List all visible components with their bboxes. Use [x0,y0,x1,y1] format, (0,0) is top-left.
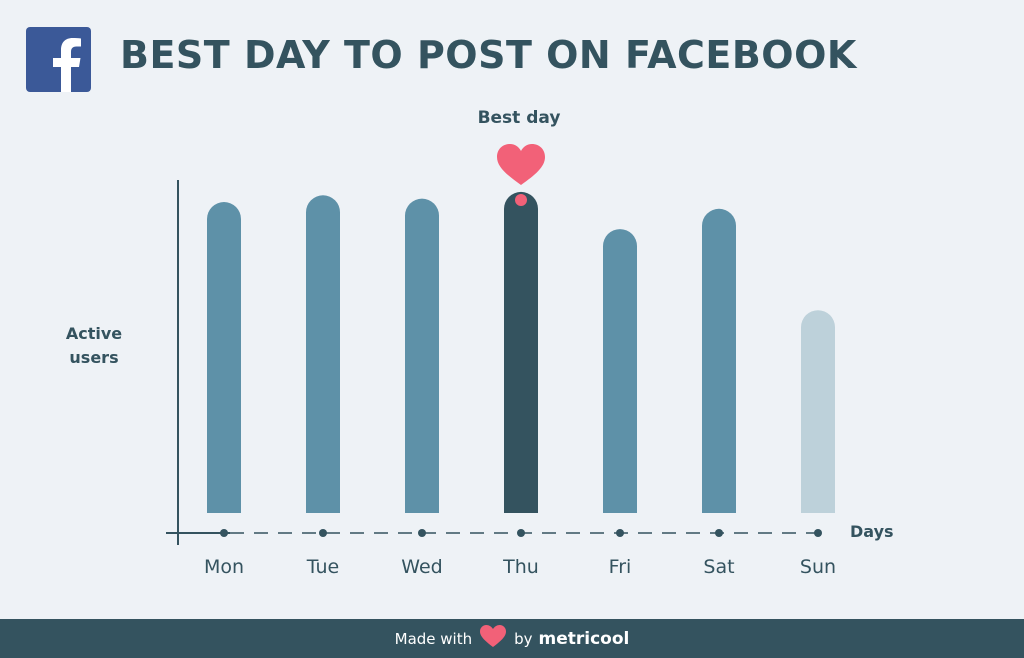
footer-made-with: Made with [394,629,473,648]
tick-dot-wed [418,529,426,537]
bar-mon [207,202,241,514]
heart-icon [480,625,507,652]
heart-dot [515,194,527,206]
tick-label-mon: Mon [204,556,244,578]
x-axis-label: Days [850,522,894,541]
tick-label-wed: Wed [401,556,442,578]
footer-by: by [514,629,533,648]
tick-label-fri: Fri [609,556,632,578]
tick-dot-fri [616,529,624,537]
bar-sun [801,310,835,513]
footer-bar: Made with by metricool [0,619,1024,658]
page-title: BEST DAY TO POST ON FACEBOOK [120,33,857,77]
tick-label-tue: Tue [306,556,339,578]
facebook-logo-icon [26,27,91,92]
bar-chart: Mon Tue Wed Thu Fri Sat Sun [166,144,836,578]
bar-sat [702,208,736,514]
tick-dot-mon [220,529,228,537]
tick-label-thu: Thu [502,556,539,578]
y-axis-label: Active users [65,324,123,367]
heart-icon [497,144,545,185]
tick-dot-thu [517,529,525,537]
bar-tue [306,195,340,513]
tick-label-sat: Sat [703,556,734,578]
tick-dot-sat [715,529,723,537]
bar-fri [603,229,637,513]
bar-wed [405,198,439,513]
tick-dot-tue [319,529,327,537]
footer-brand: metricool [538,628,630,649]
tick-label-sun: Sun [800,556,836,578]
best-day-label: Best day [477,108,561,128]
tick-dot-sun [814,529,822,537]
bar-thu [504,191,538,513]
